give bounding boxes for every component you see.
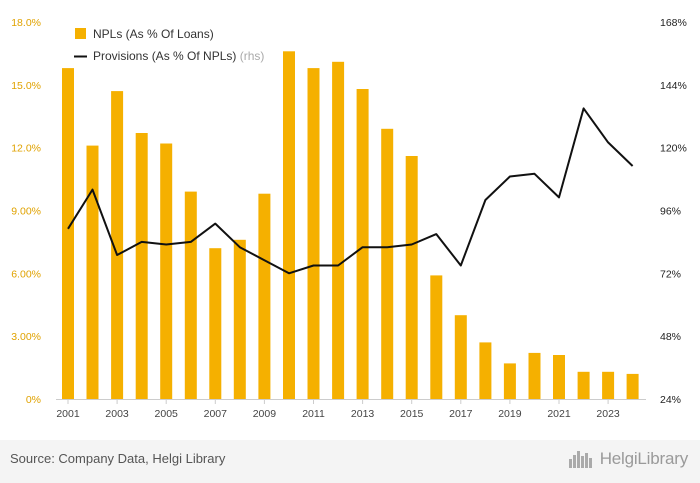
x-tick-label-2005: 2005 — [155, 408, 179, 420]
x-tick-label-2007: 2007 — [204, 408, 228, 420]
y-right-tick-label-1: 48% — [660, 331, 681, 343]
y-left-tick-label-6: 18.0% — [11, 17, 41, 29]
line-provisions — [67, 107, 634, 275]
y-right-tick-label-2: 72% — [660, 268, 681, 280]
helgi-library-logo[interactable]: HelgiLibrary — [568, 449, 689, 469]
y-left-tick-label-5: 15.0% — [11, 80, 41, 92]
x-tick-label-2017: 2017 — [449, 408, 473, 420]
bar-npl-2006 — [184, 191, 197, 399]
bar-npl-2020 — [528, 352, 541, 399]
bar-npl-2014 — [381, 128, 394, 400]
y-left-tick-label-4: 12.0% — [11, 143, 41, 155]
bar-npl-2009 — [258, 193, 271, 399]
bar-npl-2022 — [577, 371, 590, 399]
x-tick-label-2015: 2015 — [400, 408, 424, 420]
bar-npl-2010 — [283, 51, 295, 400]
source-note: Source: Company Data, Helgi Library — [10, 451, 226, 466]
bar-npl-2002 — [86, 145, 99, 399]
bar-npl-2011 — [307, 68, 320, 399]
bar-npl-2019 — [503, 363, 516, 399]
bar-npl-2005 — [160, 143, 173, 399]
bar-npl-2023 — [602, 371, 615, 399]
x-tick-label-2021: 2021 — [547, 408, 571, 420]
bar-npl-2016 — [430, 275, 443, 399]
logo-text: HelgiLibrary — [599, 449, 689, 468]
y-right-tick-label-0: 24% — [660, 394, 681, 406]
x-tick-label-2009: 2009 — [253, 408, 277, 420]
chart: 2001 2003 2005 2007 2009 2011 2013 2015 2017 2019… — [11, 17, 687, 420]
legend-rhs-note: (rhs) — [240, 49, 265, 63]
bar-npl-2003 — [111, 91, 124, 399]
legend-label-provisions: Provisions (As % Of NPLs) (rhs) — [93, 49, 264, 63]
bar-npl-2017 — [454, 315, 467, 399]
bar-npl-2008 — [233, 239, 246, 399]
city-skyline-icon — [568, 451, 592, 468]
bar-npl-2012 — [332, 61, 345, 400]
y-right-tick-label-5: 144% — [660, 80, 687, 92]
y-left-tick-label-1: 3.00% — [11, 331, 41, 343]
bar-npl-2018 — [479, 342, 492, 399]
x-tick-label-2001: 2001 — [56, 408, 80, 420]
y-right-tick-label-6: 168% — [660, 17, 687, 29]
x-tick-label-2019: 2019 — [498, 408, 522, 420]
y-left-tick-label-3: 9.00% — [11, 206, 41, 218]
bar-npl-2015 — [405, 156, 418, 399]
x-tick-label-2011: 2011 — [302, 408, 325, 420]
bar-npl-2007 — [209, 248, 222, 399]
legend-swatch-npl — [75, 28, 86, 39]
y-right-tick-label-4: 120% — [660, 143, 687, 155]
legend-label-npl: NPLs (As % Of Loans) — [93, 27, 214, 41]
y-right-tick-label-3: 96% — [660, 206, 681, 218]
footer: Source: Company Data, Helgi Library Helg… — [0, 440, 700, 483]
bar-npl-2013 — [356, 89, 369, 399]
x-tick-label-2023: 2023 — [596, 408, 620, 420]
bar-npl-2024 — [626, 373, 639, 399]
x-tick-label-2003: 2003 — [105, 408, 129, 420]
bar-npl-2021 — [553, 355, 565, 399]
x-tick-label-2013: 2013 — [351, 408, 375, 420]
y-left-tick-label-0: 0% — [26, 394, 41, 406]
y-left-tick-label-2: 6.00% — [11, 268, 41, 280]
bar-npl-2001 — [62, 68, 74, 399]
bar-npl-2004 — [135, 133, 148, 399]
